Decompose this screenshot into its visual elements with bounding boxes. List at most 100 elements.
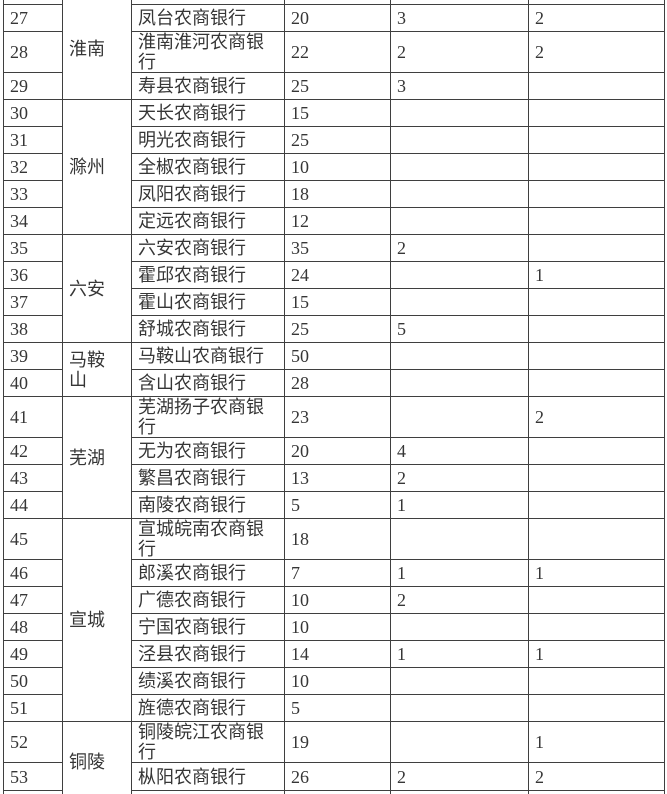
row-number-cell: 53 <box>3 762 63 791</box>
city-cell: 滁州 <box>62 99 132 235</box>
value-3-cell <box>528 464 665 492</box>
row-number-cell: 49 <box>3 640 63 668</box>
row-number-cell: 41 <box>3 396 63 438</box>
row-number-cell: 47 <box>3 586 63 614</box>
row-number-cell <box>3 790 63 794</box>
value-2-cell: 2 <box>390 234 529 262</box>
value-3-cell <box>528 180 665 208</box>
bank-name-cell: 淮南淮河农商银 行 <box>131 31 285 73</box>
value-1-cell: 10 <box>284 613 391 641</box>
value-3-cell: 1 <box>528 559 665 587</box>
value-2-cell: 2 <box>390 586 529 614</box>
value-1-cell: 25 <box>284 72 391 100</box>
row-number-cell: 30 <box>3 99 63 127</box>
value-1-cell: 15 <box>284 99 391 127</box>
bank-name-cell: 泾县农商银行 <box>131 640 285 668</box>
value-2-cell <box>390 126 529 154</box>
bank-name-cell: 宣城皖南农商银 行 <box>131 518 285 560</box>
row-number-cell: 34 <box>3 207 63 235</box>
row-number-cell: 29 <box>3 72 63 100</box>
value-2-cell: 1 <box>390 559 529 587</box>
table-row: 50 绩溪农商银行 10 <box>3 667 665 695</box>
value-3-cell <box>528 99 665 127</box>
value-1-cell: 23 <box>284 396 391 438</box>
value-2-cell <box>390 396 529 438</box>
table-row: 27 凤台农商银行 20 3 2 <box>3 4 665 32</box>
bank-name-cell <box>131 790 285 794</box>
row-number-cell: 31 <box>3 126 63 154</box>
value-2-cell <box>390 288 529 316</box>
row-number-cell: 46 <box>3 559 63 587</box>
bank-name-cell: 明光农商银行 <box>131 126 285 154</box>
value-2-cell <box>390 721 529 763</box>
bank-name-cell: 凤阳农商银行 <box>131 180 285 208</box>
value-2-cell <box>390 99 529 127</box>
bank-name-cell: 舒城农商银行 <box>131 315 285 343</box>
bank-name-cell: 定远农商银行 <box>131 207 285 235</box>
value-1-cell: 5 <box>284 694 391 722</box>
value-1-cell: 26 <box>284 762 391 791</box>
value-3-cell <box>528 315 665 343</box>
table-row: 33 凤阳农商银行 18 <box>3 180 665 208</box>
value-1-cell: 25 <box>284 315 391 343</box>
value-2-cell <box>390 180 529 208</box>
value-1-cell: 20 <box>284 437 391 465</box>
table-row: 41 芜湖 芜湖扬子农商银 行 23 2 <box>3 396 665 519</box>
city-cell: 马鞍 山 <box>62 342 132 397</box>
table-row: 53 枞阳农商银行 26 2 2 <box>3 762 665 791</box>
row-number-cell: 32 <box>3 153 63 181</box>
value-3-cell: 2 <box>528 762 665 791</box>
row-number-cell: 38 <box>3 315 63 343</box>
value-3-cell <box>528 518 665 560</box>
value-2-cell: 2 <box>390 31 529 73</box>
table-row: 46 郎溪农商银行 7 1 1 <box>3 559 665 587</box>
value-3-cell: 2 <box>528 4 665 32</box>
city-cell: 芜湖 <box>62 396 132 519</box>
value-1-cell: 15 <box>284 288 391 316</box>
value-3-cell: 2 <box>528 396 665 438</box>
table-row: 31 明光农商银行 25 <box>3 126 665 154</box>
table-row: 45 宣城 宣城皖南农商银 行 18 <box>3 518 665 722</box>
value-2-cell <box>390 153 529 181</box>
row-number-cell: 45 <box>3 518 63 560</box>
value-3-cell <box>528 342 665 370</box>
bank-name-cell: 马鞍山农商银行 <box>131 342 285 370</box>
bank-name-cell: 全椒农商银行 <box>131 153 285 181</box>
value-1-cell: 19 <box>284 721 391 763</box>
value-3-cell: 1 <box>528 640 665 668</box>
value-2-cell <box>390 694 529 722</box>
value-2-cell <box>390 207 529 235</box>
bank-name-cell: 南陵农商银行 <box>131 491 285 519</box>
row-number-cell: 52 <box>3 721 63 763</box>
value-3-cell <box>528 126 665 154</box>
table-row: 51 旌德农商银行 5 <box>3 694 665 722</box>
value-1-cell: 18 <box>284 518 391 560</box>
table-row: 34 定远农商银行 12 <box>3 207 665 235</box>
value-3-cell <box>528 790 665 794</box>
row-number-cell: 48 <box>3 613 63 641</box>
value-3-cell <box>528 153 665 181</box>
row-number-cell: 28 <box>3 31 63 73</box>
bank-branch-table: 淮南 27 凤台农商银行 20 3 2 28 淮南淮河农商银 行 22 2 2 29 寿县农商银行 25 3… <box>3 0 665 794</box>
bank-name-cell: 绩溪农商银行 <box>131 667 285 695</box>
value-1-cell: 20 <box>284 4 391 32</box>
value-3-cell: 2 <box>528 31 665 73</box>
bank-name-cell: 枞阳农商银行 <box>131 762 285 791</box>
value-1-cell: 10 <box>284 153 391 181</box>
row-number-cell: 50 <box>3 667 63 695</box>
value-1-cell: 28 <box>284 369 391 397</box>
row-number-cell: 40 <box>3 369 63 397</box>
value-1-cell: 18 <box>284 180 391 208</box>
value-1-cell: 5 <box>284 491 391 519</box>
table-row: 39 马鞍 山马鞍山农商银行 50 <box>3 342 665 397</box>
value-3-cell <box>528 694 665 722</box>
table-row: 35 六安 六安农商银行 35 2 <box>3 234 665 343</box>
partial-row <box>3 790 665 794</box>
row-number-cell: 35 <box>3 234 63 262</box>
value-2-cell <box>390 518 529 560</box>
bank-name-cell: 广德农商银行 <box>131 586 285 614</box>
value-2-cell: 1 <box>390 491 529 519</box>
bank-name-cell: 寿县农商银行 <box>131 72 285 100</box>
value-3-cell <box>528 586 665 614</box>
